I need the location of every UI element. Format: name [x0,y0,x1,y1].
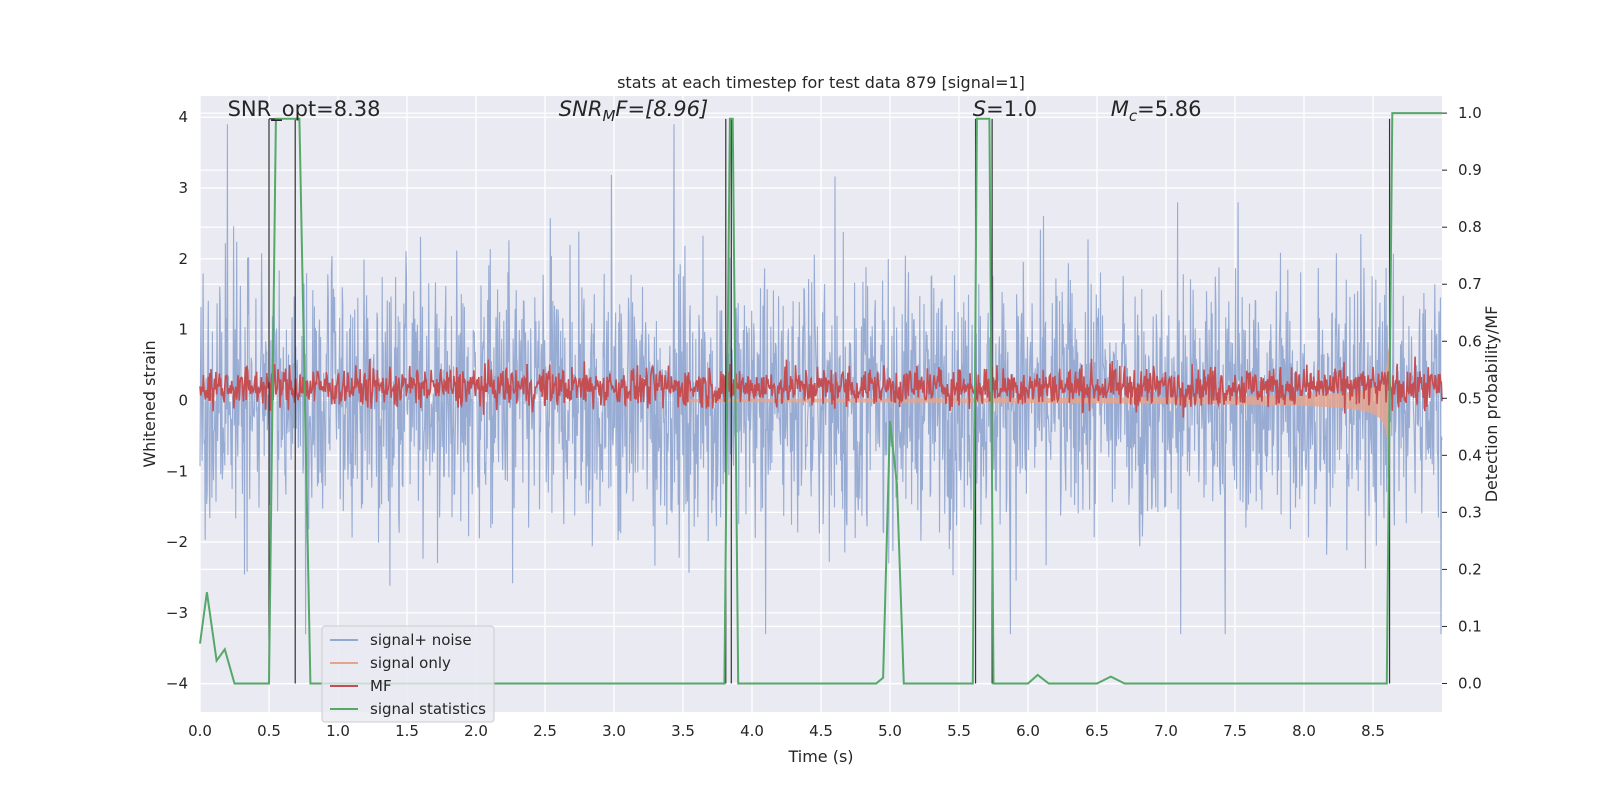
noise-line [199,124,1443,635]
y2-tick-2: 0.2 [1458,560,1482,578]
x-tick-3: 1.5 [395,722,419,740]
legend-label-mf: MF [370,677,392,695]
y2-tick-9: 0.9 [1458,161,1482,179]
y-tick-5: 1 [178,321,188,339]
y2-tick-10: 1.0 [1458,104,1482,122]
x-tick-11: 5.5 [947,722,971,740]
y-tick-7: 3 [178,179,188,197]
x-axis-ticks: 0.0 0.5 1.0 1.5 2.0 2.5 3.0 3.5 4.0 4.5 5.0 5.5 6.0 6… [188,722,1385,740]
y-tick-3: −1 [166,462,188,480]
x-tick-5: 2.5 [533,722,557,740]
x-tick-6: 3.0 [602,722,626,740]
annotations: SNR_opt=8.38 SNRMF=[8.96] S=1.0 Mc=5.86 [228,97,1202,125]
chirp-envelope [683,347,1390,454]
x-tick-15: 7.5 [1223,722,1247,740]
x-tick-14: 7.0 [1154,722,1178,740]
y2-axis-ticks: 0.0 0.1 0.2 0.3 0.4 0.5 0.6 0.7 0.8 0.9 1.0 [1442,104,1482,692]
annotation-snr_mf: SNRMF=[8.96] [559,97,708,125]
y2-tick-4: 0.4 [1458,446,1482,464]
series-signal-noise [199,124,1443,635]
y-axis-ticks: −4 −3 −2 −1 0 1 2 3 4 [166,108,188,692]
y-tick-2: −2 [166,533,188,551]
annotation-snr_opt: SNR_opt=8.38 [228,97,381,122]
y2-axis-label: Detection probability/MF [1482,306,1501,503]
x-axis-label: Time (s) [787,747,853,766]
annotation-s: S=1.0 [973,97,1037,121]
x-tick-0: 0.0 [188,722,212,740]
legend-box [321,625,495,723]
prob-line [199,112,1442,685]
y-tick-6: 2 [178,250,188,268]
y2-tick-5: 0.5 [1458,389,1482,407]
series-signal-only [683,347,1390,454]
x-tick-9: 4.5 [809,722,833,740]
y2-tick-6: 0.6 [1458,332,1482,350]
y2-tick-1: 0.1 [1458,617,1482,635]
y2-tick-0: 0.0 [1458,674,1482,692]
legend-label-signal-noise: signal+ noise [370,631,472,649]
y-tick-1: −3 [166,604,188,622]
annotation-mc: Mc=5.86 [1111,97,1202,125]
legend-label-signal-only: signal only [370,654,451,672]
x-tick-17: 8.5 [1361,722,1385,740]
chart-title: stats at each timestep for test data 879… [617,73,1025,92]
x-tick-12: 6.0 [1016,722,1040,740]
x-tick-16: 8.0 [1292,722,1316,740]
mf-line [199,356,1443,418]
series-mf [199,356,1443,418]
x-tick-8: 4.0 [740,722,764,740]
y2-tick-3: 0.3 [1458,503,1482,521]
y2-tick-7: 0.7 [1458,275,1482,293]
legend-label-signal-statistics: signal statistics [370,700,486,718]
x-tick-1: 0.5 [257,722,281,740]
x-tick-13: 6.5 [1085,722,1109,740]
x-tick-4: 2.0 [464,722,488,740]
x-tick-7: 3.5 [671,722,695,740]
y-tick-4: 0 [178,391,188,409]
y2-tick-8: 0.8 [1458,218,1482,236]
legend: signal+ noise signal only MF signal stat… [321,625,495,723]
x-tick-2: 1.0 [326,722,350,740]
x-tick-10: 5.0 [878,722,902,740]
y-tick-0: −4 [166,675,188,693]
series-signal-statistics [199,112,1442,685]
y-tick-8: 4 [178,108,188,126]
y-axis-label: Whitened strain [140,340,159,467]
